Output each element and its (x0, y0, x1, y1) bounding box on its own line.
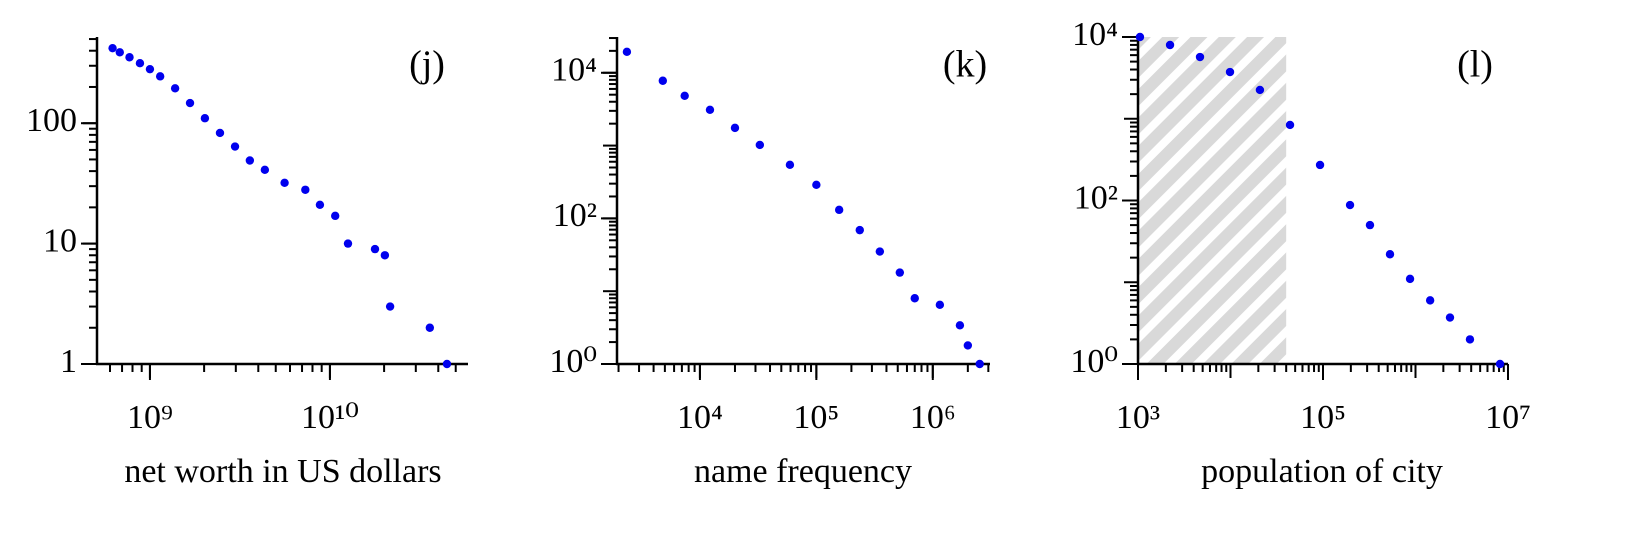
data-point (1425, 296, 1435, 305)
data-point (425, 323, 435, 332)
y-tick-label: 10⁴ (1072, 16, 1118, 53)
x-tick-label: 10⁵ (1300, 399, 1346, 436)
data-point (730, 123, 740, 133)
y-tick-label: 10⁰ (1070, 343, 1118, 380)
data-point (1255, 85, 1265, 95)
data-point (755, 140, 765, 150)
shaded-region (1138, 37, 1287, 364)
x-axis-label: population of city (1201, 453, 1443, 490)
data-point (343, 239, 353, 248)
panel: 10³ 10⁵ 10⁷ 10⁰ 10² 10⁴ (l) population of city (1070, 16, 1531, 490)
data-point (125, 53, 134, 62)
data-point (145, 64, 155, 74)
data-point (185, 98, 195, 108)
data-point (875, 247, 885, 256)
data-point (301, 185, 310, 194)
data-point (170, 84, 180, 93)
data-point (1195, 52, 1205, 62)
data-point (658, 76, 668, 85)
data-point (1365, 220, 1375, 230)
panel-label: (k) (943, 44, 987, 86)
x-tick-label: 10⁶ (910, 399, 956, 436)
y-tick-label: 10 (43, 222, 77, 259)
data-point (1405, 274, 1415, 284)
x-tick-label: 10³ (1116, 399, 1160, 436)
data-point (260, 165, 270, 175)
data-point (200, 114, 210, 123)
data-point (380, 251, 390, 260)
data-point (1465, 335, 1475, 344)
data-point (280, 178, 289, 187)
x-axis-label: name frequency (694, 453, 912, 490)
data-point (1285, 120, 1295, 130)
data-point (108, 43, 117, 53)
y-tick-label: 10⁰ (549, 343, 597, 380)
y-tick-label: 100 (26, 102, 77, 139)
data-point (155, 72, 165, 81)
x-tick-label: 10⁵ (793, 399, 839, 436)
data-point (230, 142, 240, 151)
data-point (785, 160, 795, 170)
data-point (370, 244, 380, 254)
data-point (910, 294, 919, 303)
data-point (115, 48, 124, 57)
data-point (245, 156, 255, 165)
panel: 10⁴ 10⁵ 10⁶ 10⁰ 10² 10⁴ (k) name frequency (549, 37, 990, 490)
data-point (385, 302, 395, 311)
y-tick-label: 10⁴ (551, 52, 597, 89)
data-point (135, 59, 145, 68)
data-point (963, 341, 973, 350)
data-point (705, 105, 715, 115)
y-tick-label: 1 (60, 343, 77, 380)
x-tick-label: 10⁹ (127, 399, 173, 436)
data-point (1445, 313, 1455, 322)
panel: 10⁹ 10¹⁰ 1 10 100 (j) net worth in US dollars (26, 37, 468, 490)
data-point (1345, 200, 1355, 210)
data-point (1165, 40, 1175, 50)
data-point (855, 225, 864, 235)
data-point (834, 205, 844, 215)
data-point (622, 47, 632, 57)
data-point (1225, 67, 1235, 77)
y-tick-label: 10² (1074, 179, 1118, 216)
data-point (1135, 32, 1145, 42)
data-point (442, 359, 452, 369)
data-point (955, 321, 965, 330)
data-point (215, 128, 225, 138)
data-point (1495, 359, 1505, 369)
x-tick-label: 10⁴ (677, 399, 723, 436)
data-point (975, 359, 984, 369)
data-point (680, 91, 689, 100)
data-point (812, 180, 821, 190)
data-point (331, 211, 340, 221)
x-tick-label: 10¹⁰ (301, 399, 359, 436)
data-point (935, 300, 945, 310)
panel-label: (l) (1457, 44, 1493, 86)
x-tick-label: 10⁷ (1485, 399, 1531, 436)
panel-label: (j) (409, 44, 445, 86)
data-point (315, 200, 325, 210)
data-point (1385, 250, 1395, 259)
data-point (895, 268, 905, 277)
x-axis-label: net worth in US dollars (124, 453, 441, 490)
data-point (1315, 160, 1325, 170)
y-tick-label: 10² (553, 197, 597, 234)
